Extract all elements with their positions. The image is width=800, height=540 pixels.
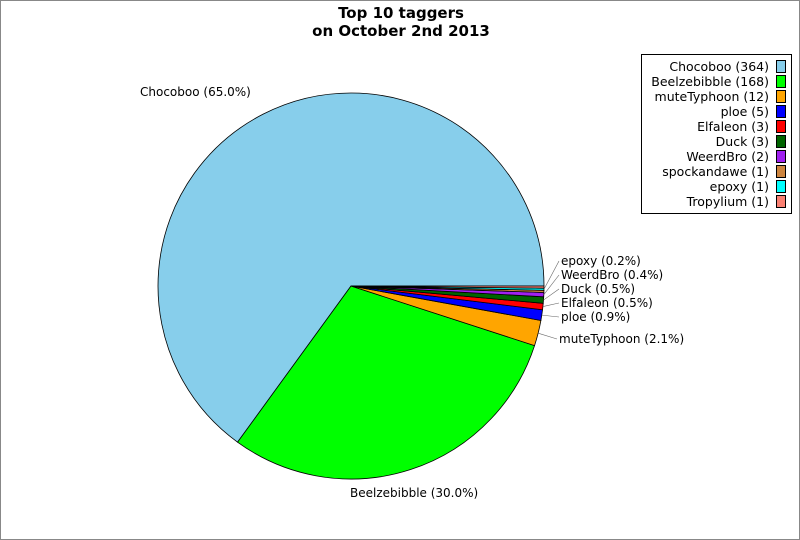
legend-item-mutetyphoon: muteTyphoon (12) — [642, 89, 791, 104]
title-line-1: Top 10 taggers — [338, 4, 464, 22]
legend-swatch — [776, 135, 786, 148]
slice-label-ploe: ploe (0.9%) — [561, 310, 630, 324]
legend-swatch — [776, 90, 786, 103]
title-line-2: on October 2nd 2013 — [312, 22, 490, 40]
legend-label: ploe (5) — [720, 104, 769, 119]
slice-label-elfaleon: Elfaleon (0.5%) — [561, 296, 653, 310]
slice-label-weerdbro: WeerdBro (0.4%) — [561, 268, 663, 282]
legend-label: epoxy (1) — [709, 179, 769, 194]
legend-item-elfaleon: Elfaleon (3) — [642, 119, 791, 134]
legend-item-duck: Duck (3) — [642, 134, 791, 149]
legend-item-chocoboo: Chocoboo (364) — [642, 59, 791, 74]
legend-item-tropylium: Tropylium (1) — [642, 194, 791, 209]
slice-label-epoxy: epoxy (0.2%) — [561, 254, 641, 268]
legend-item-spockandawe: spockandawe (1) — [642, 164, 791, 179]
slice-label-chocoboo: Chocoboo (65.0%) — [140, 85, 251, 99]
legend-label: WeerdBro (2) — [686, 149, 769, 164]
legend: Chocoboo (364) Beelzebibble (168) muteTyph… — [641, 54, 792, 214]
legend-swatch — [776, 120, 786, 133]
legend-swatch — [776, 165, 786, 178]
legend-label: spockandawe (1) — [662, 164, 769, 179]
legend-swatch — [776, 195, 786, 208]
legend-label: Tropylium (1) — [686, 194, 769, 209]
legend-item-epoxy: epoxy (1) — [642, 179, 791, 194]
slice-beelzebibble — [236, 285, 536, 480]
legend-item-beelzebibble: Beelzebibble (168) — [642, 74, 791, 89]
legend-swatch — [776, 180, 786, 193]
leader-line-epoxy — [543, 260, 560, 290]
legend-swatch — [776, 105, 786, 118]
legend-item-weerdbro: WeerdBro (2) — [642, 149, 791, 164]
leader-line-duck — [543, 288, 560, 301]
legend-swatch — [776, 60, 786, 73]
slice-chocoboo — [157, 92, 545, 443]
leader-line-weerdbro — [543, 274, 560, 295]
legend-swatch — [776, 75, 786, 88]
legend-swatch — [776, 150, 786, 163]
slice-label-duck: Duck (0.5%) — [561, 282, 635, 296]
slice-label-beelzebibble: Beelzebibble (30.0%) — [350, 486, 478, 500]
leader-line-ploe — [541, 314, 560, 318]
slice-tropylium — [350, 285, 545, 289]
legend-label: Chocoboo (364) — [669, 59, 769, 74]
legend-label: muteTyphoon (12) — [654, 89, 769, 104]
slice-label-mutetyphoon: muteTyphoon (2.1%) — [559, 332, 684, 346]
leader-line-elfaleon — [542, 302, 560, 307]
legend-item-ploe: ploe (5) — [642, 104, 791, 119]
legend-label: Beelzebibble (168) — [651, 74, 769, 89]
chart-title: Top 10 taggers on October 2nd 2013 — [1, 4, 799, 40]
legend-label: Duck (3) — [715, 134, 769, 149]
leader-line-mutetyphoon — [538, 332, 558, 340]
legend-label: Elfaleon (3) — [697, 119, 769, 134]
